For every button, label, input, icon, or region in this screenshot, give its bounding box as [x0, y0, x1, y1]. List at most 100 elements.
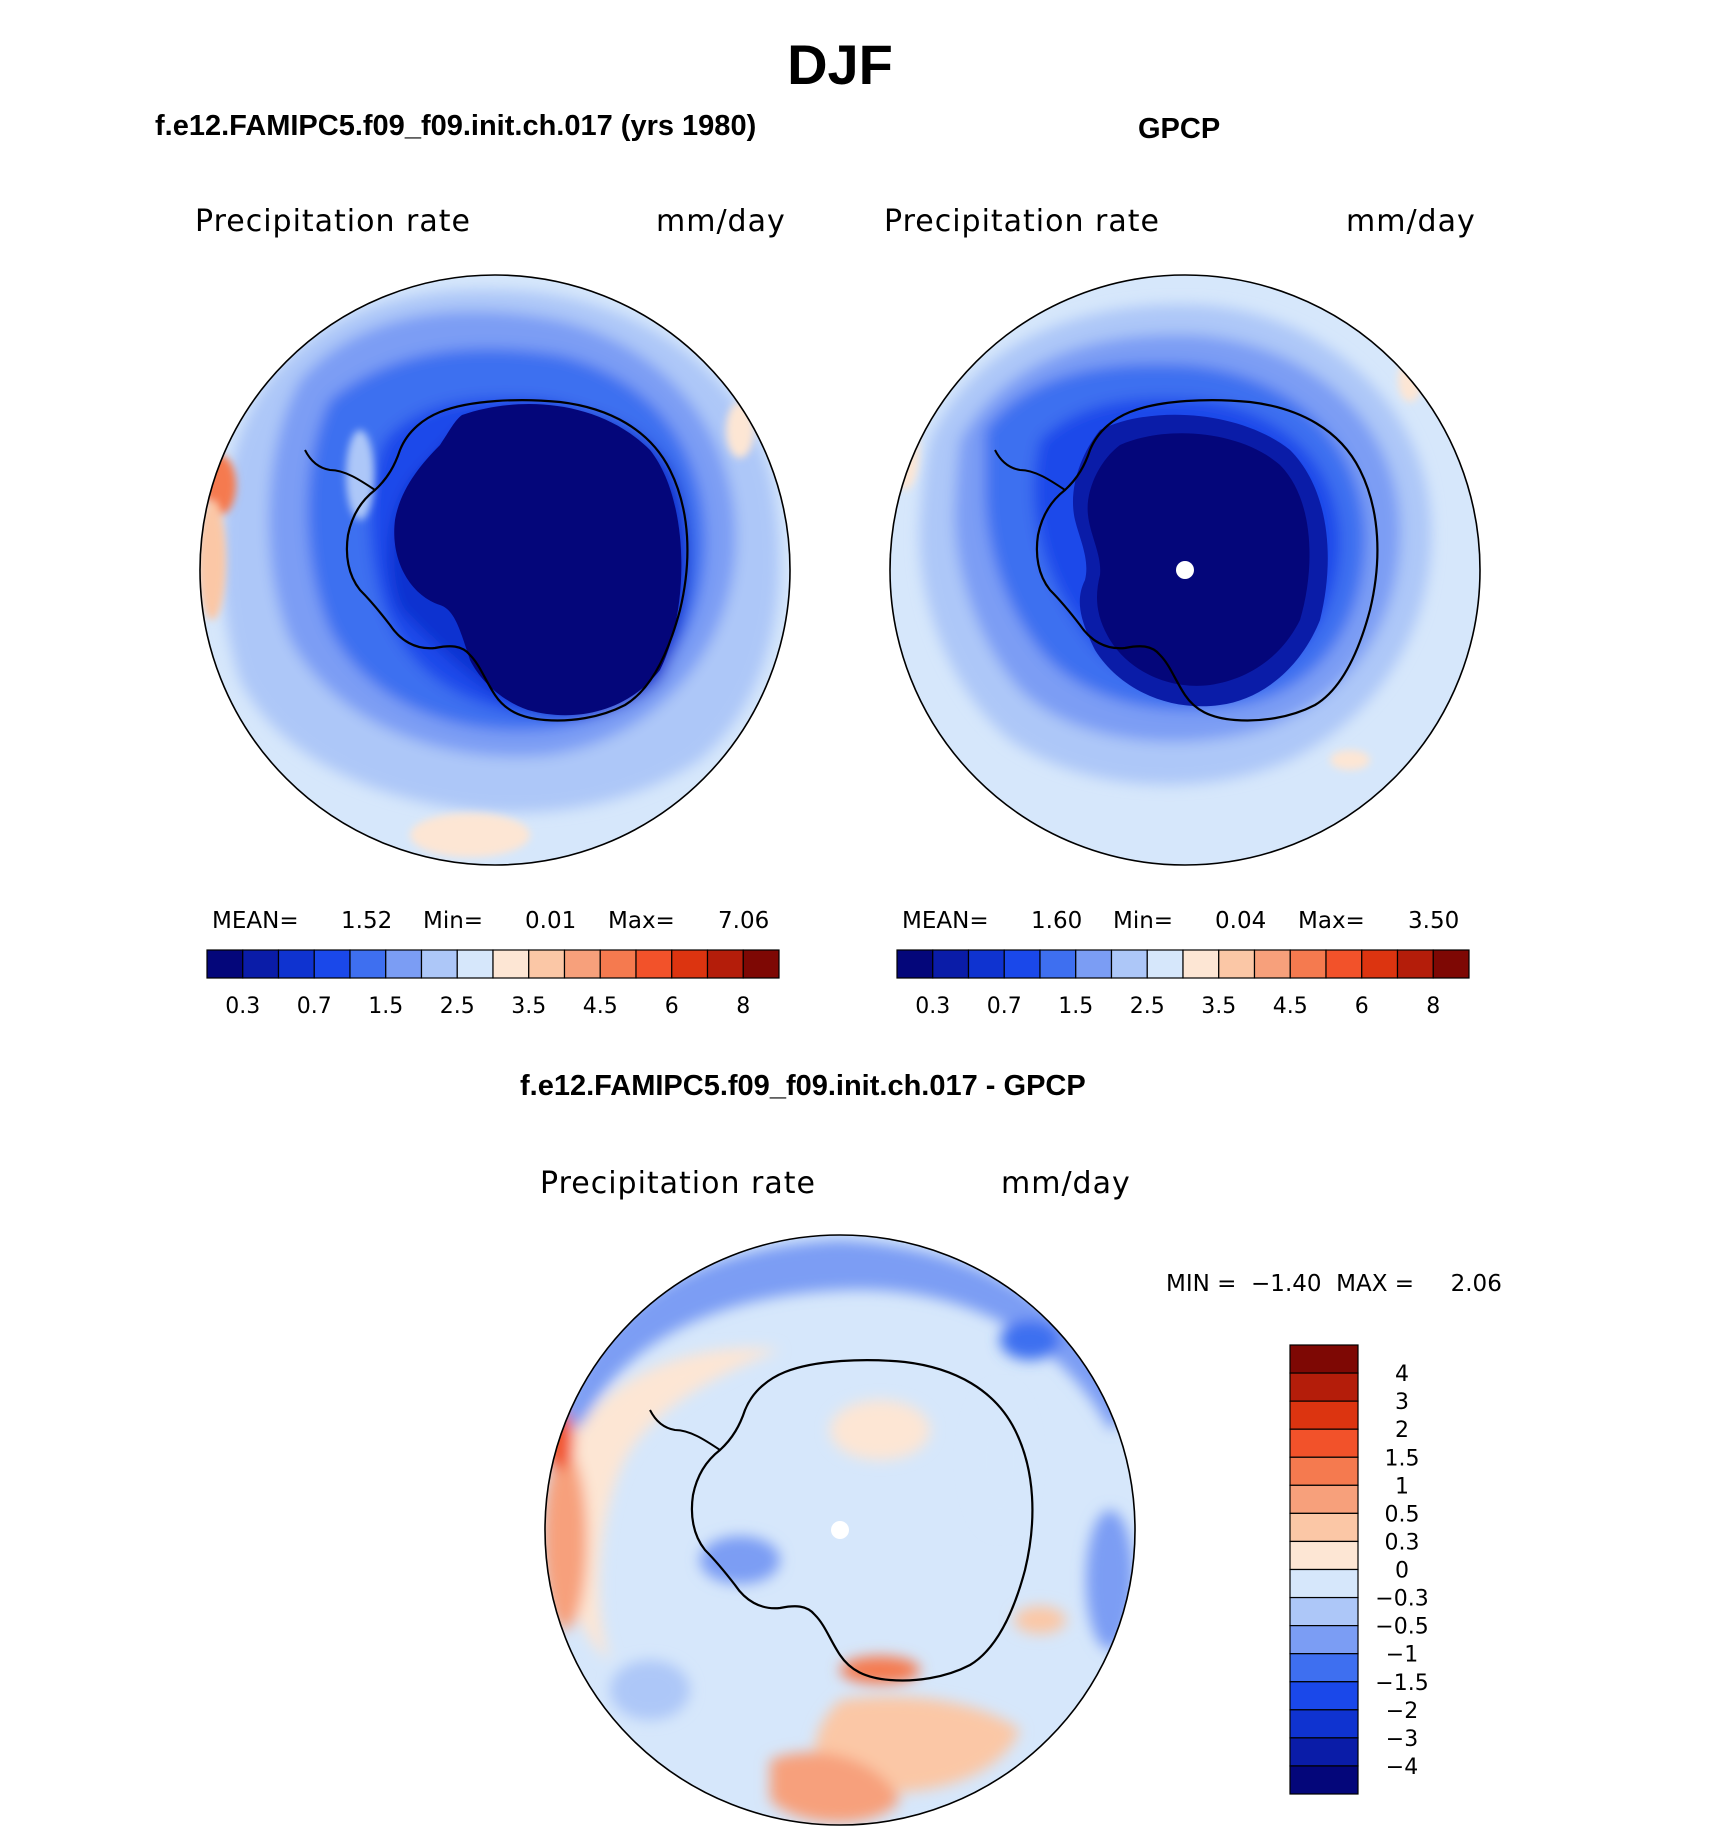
model-colorbar-tick-label: 0.7 [297, 994, 332, 1019]
model-map [200, 275, 790, 865]
obs-colorbar-box [1003, 949, 1041, 979]
obs-colorbar-tick-label: 3.5 [1201, 994, 1236, 1019]
obs-colorbar-tick-label: 1.5 [1058, 994, 1093, 1019]
model-colorbar-box [206, 949, 244, 979]
model-colorbar-box [385, 949, 423, 979]
diff-colorbar-box [1289, 1596, 1359, 1627]
obs-colorbar-tick-label: 4.5 [1273, 994, 1308, 1019]
model-colorbar-box [563, 949, 601, 979]
diff-colorbar-tick-label: −2 [1386, 1699, 1418, 1724]
diff-colorbar-box [1289, 1428, 1359, 1458]
diff-colorbar-box [1289, 1400, 1359, 1430]
model-min-value: 0.01 [525, 908, 577, 934]
model-colorbar-box [635, 949, 673, 979]
model-colorbar-box [742, 949, 780, 979]
obs-map-border [889, 274, 1481, 866]
obs-colorbar-box [1182, 949, 1220, 979]
model-colorbar-box [277, 949, 315, 979]
model-colorbar-tick-label: 6 [665, 994, 679, 1019]
diff-colorbar-tick-label: −4 [1386, 1755, 1418, 1780]
model-max-value: 7.06 [718, 908, 770, 934]
obs-colorbar-tick-label: 8 [1426, 994, 1440, 1019]
obs-max-value: 3.50 [1408, 908, 1460, 934]
obs-colorbar-box [1253, 949, 1291, 979]
model-antarctica-coastline [345, 399, 689, 722]
obs-mean-value: 1.60 [1031, 908, 1083, 934]
diff-pole-marker [831, 1521, 849, 1539]
obs-max-label: Max= [1298, 908, 1365, 934]
obs-colorbar-box [1361, 949, 1399, 979]
panel-model-title: f.e12.FAMIPC5.f09_f09.init.ch.017 (yrs 1… [155, 110, 757, 142]
obs-colorbar-box [1146, 949, 1184, 979]
diff-colorbar-box [1289, 1372, 1359, 1402]
diff-map [545, 1235, 1135, 1825]
model-colorbar-tick-label: 1.5 [368, 994, 403, 1019]
diff-colorbar: 4 3 2 1.5 1 0.5 0.3 0 −0.3 −0.5 −1 −1.5 −2 −3 −4 [1289, 1344, 1429, 1795]
model-colorbar-box [671, 949, 709, 979]
obs-colorbar-box [1325, 949, 1363, 979]
model-colorbar-box [242, 949, 280, 979]
obs-colorbar-box [1039, 949, 1077, 979]
diff-colorbar-box [1289, 1568, 1359, 1599]
panel-obs-title: GPCP [1138, 113, 1221, 145]
model-colorbar-box [528, 949, 566, 979]
diff-colorbar-box [1289, 1512, 1359, 1543]
obs-colorbar-tick-label: 0.3 [915, 994, 950, 1019]
figure-title: DJF [787, 33, 893, 96]
model-colorbar-box [492, 949, 530, 979]
obs-map [890, 275, 1480, 865]
obs-colorbar-box [1110, 949, 1148, 979]
model-units-label: mm/day [656, 204, 786, 239]
obs-colorbar-box [896, 949, 934, 979]
model-mean-value: 1.52 [341, 908, 393, 934]
model-colorbar-box [420, 949, 458, 979]
model-max-label: Max= [608, 908, 675, 934]
model-colorbar-box [349, 949, 387, 979]
obs-colorbar-tick-label: 6 [1355, 994, 1369, 1019]
model-peninsula-coast [304, 449, 376, 491]
diff-colorbar-tick-label: 1.5 [1385, 1446, 1420, 1471]
model-colorbar-tick-label: 8 [736, 994, 750, 1019]
obs-min-value: 0.04 [1215, 908, 1267, 934]
diff-colorbar-box [1289, 1484, 1359, 1514]
model-colorbar-box [313, 949, 351, 979]
diff-colorbar-box [1289, 1737, 1359, 1767]
diff-colorbar-tick-label: 0.5 [1385, 1502, 1420, 1527]
diff-colorbar-box [1289, 1344, 1359, 1374]
model-min-label: Min= [423, 908, 484, 934]
diff-colorbar-tick-label: −1 [1386, 1643, 1418, 1668]
model-field-label: Precipitation rate [195, 204, 471, 239]
diff-map-border [544, 1234, 1136, 1826]
obs-colorbar-box [1289, 949, 1327, 979]
model-colorbar-tick-label: 0.3 [225, 994, 260, 1019]
obs-colorbar-box [1075, 949, 1113, 979]
obs-colorbar-box [967, 949, 1005, 979]
diff-colorbar-box [1289, 1540, 1359, 1571]
model-colorbar-tick-label: 3.5 [511, 994, 546, 1019]
obs-colorbar-box [1432, 949, 1470, 979]
diff-colorbar-box [1289, 1765, 1359, 1795]
diff-colorbar-box [1289, 1709, 1359, 1739]
diff-colorbar-box [1289, 1456, 1359, 1486]
obs-colorbar-box [932, 949, 970, 979]
diff-colorbar-tick-label: −1.5 [1375, 1671, 1428, 1696]
obs-antarctica-coastline [1035, 399, 1379, 722]
obs-units-label: mm/day [1346, 204, 1476, 239]
obs-mean-label: MEAN= [902, 908, 989, 934]
diff-peninsula-coast [649, 1409, 721, 1451]
diff-colorbar-tick-label: 2 [1395, 1418, 1409, 1443]
diff-colorbar-box [1289, 1681, 1359, 1711]
obs-peninsula-coast [994, 449, 1066, 491]
diff-colorbar-box [1289, 1625, 1359, 1655]
diff-field-label: Precipitation rate [540, 1166, 816, 1201]
diff-minmax-label: MIN = −1.40 MAX = 2.06 [1166, 1271, 1502, 1297]
model-colorbar-box [456, 949, 494, 979]
model-map-border [199, 274, 791, 866]
obs-field-label: Precipitation rate [884, 204, 1160, 239]
model-colorbar: 0.3 0.7 1.5 2.5 3.5 4.5 6 8 [206, 949, 780, 1019]
diff-colorbar-tick-label: −0.5 [1375, 1615, 1428, 1640]
model-colorbar-tick-label: 4.5 [583, 994, 618, 1019]
model-colorbar-box [599, 949, 637, 979]
obs-colorbar: 0.3 0.7 1.5 2.5 3.5 4.5 6 8 [896, 949, 1470, 1019]
